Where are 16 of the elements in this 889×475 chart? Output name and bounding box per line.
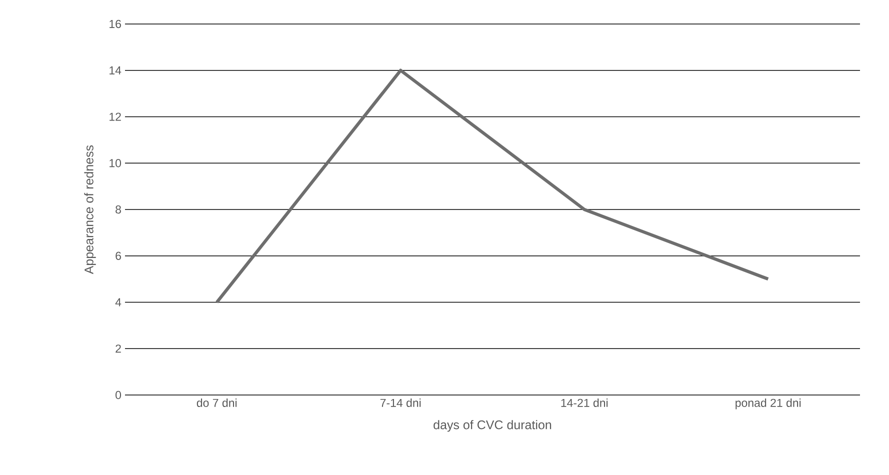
x-tick-label: 14-21 dni (561, 398, 608, 407)
y-tick-label: 2 (116, 344, 121, 353)
y-tick-label: 6 (116, 252, 121, 260)
x-axis-title: days of CVC duration (434, 420, 552, 432)
y-tick-label: 12 (110, 112, 121, 121)
x-tick-label: ponad 21 dni (736, 398, 801, 410)
y-tick-label: 4 (115, 298, 122, 306)
y-tick-label: 14 (110, 66, 122, 74)
y-tick-label: 8 (116, 205, 121, 214)
y-tick-label: 16 (110, 20, 121, 28)
x-tick-label: do 7 dni (196, 398, 237, 407)
x-tick-label: 7-14 dni (380, 398, 421, 407)
y-tick-label: 10 (110, 159, 122, 168)
y-axis-title: Appearance of redness (84, 145, 96, 274)
line-series (215, 68, 770, 304)
y-tick-label: 0 (116, 390, 122, 400)
